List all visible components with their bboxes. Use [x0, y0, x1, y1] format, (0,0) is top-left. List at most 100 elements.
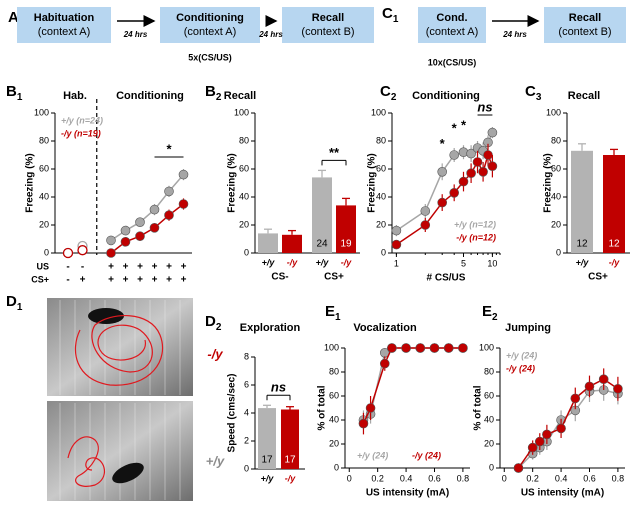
point	[613, 383, 623, 394]
point	[391, 239, 402, 250]
y-tick-label: 60	[39, 163, 49, 173]
panel-label: C2	[380, 83, 397, 103]
chart: Vocalization 0 20 40 60 80 100 % of total 0 0.2 0.…	[317, 322, 470, 499]
x-axis-label: US intensity (mA)	[366, 488, 449, 499]
protocol-context: (context B)	[301, 26, 354, 38]
y-tick-label: 0	[244, 463, 249, 473]
y-tick-label: 0	[381, 247, 386, 257]
legend-entry: +/y (n=12)	[454, 219, 496, 229]
point	[135, 231, 145, 241]
protocol-step: Recall	[569, 12, 601, 24]
chart-title: Recall	[224, 90, 256, 102]
x-row-mark: +	[152, 262, 158, 273]
point	[149, 223, 160, 233]
point	[379, 358, 390, 369]
significance-label: *	[166, 141, 172, 156]
x-tick-label: -/y	[341, 257, 352, 267]
point	[443, 343, 454, 353]
point	[534, 436, 545, 447]
panel-label: B2	[205, 83, 222, 103]
x-row-mark: +	[108, 275, 114, 286]
chart-title: Conditioning	[412, 90, 480, 102]
n-label: 12	[608, 239, 620, 250]
y-tick-label: 100	[34, 107, 49, 117]
panel-letter: B	[205, 83, 216, 100]
panel-letter: E	[482, 303, 492, 320]
y-tick-label: 0	[244, 247, 249, 257]
x-tick-label: -/y	[609, 257, 620, 267]
y-tick-label: 0	[489, 462, 494, 472]
bar	[258, 408, 276, 469]
y-tick-label: 100	[479, 342, 494, 352]
n-label: 17	[261, 455, 273, 466]
interval-label: 24 hrs	[502, 30, 527, 39]
chart: Recall 0 20 40 60 80 100 Freezing (%) +/y -/y 12 12…	[543, 90, 630, 283]
point	[415, 343, 426, 353]
x-axis-label: US intensity (mA)	[521, 488, 604, 499]
n-label: 17	[284, 455, 296, 466]
x-row-mark: +	[123, 275, 129, 286]
x-tick-label: -/y	[287, 257, 298, 267]
legend-entry: +/y (24)	[357, 450, 388, 460]
panel-subscript: 3	[536, 92, 542, 103]
series-line	[362, 347, 463, 424]
y-tick-label: 20	[329, 438, 339, 448]
panel-letter: C	[380, 83, 391, 100]
bar	[603, 155, 625, 253]
x-row-mark: +	[166, 275, 172, 286]
x-row-mark: +	[137, 262, 143, 273]
point	[466, 148, 476, 159]
point	[62, 247, 74, 259]
y-tick-label: 100	[546, 107, 561, 117]
panel-subscript: 1	[17, 92, 23, 103]
x-row-mark: +	[152, 275, 158, 286]
y-axis-label: Freezing (%)	[543, 153, 554, 212]
x-tick-label: +/y	[576, 257, 590, 267]
bar	[258, 233, 278, 253]
x-tick-label: +/y	[262, 257, 276, 267]
point	[584, 381, 595, 392]
y-tick-label: 80	[484, 366, 494, 376]
panel-letter: D	[6, 293, 17, 310]
x-row-mark: +	[80, 275, 86, 286]
legend-entry: +/y (24)	[506, 350, 537, 360]
protocol-box	[160, 7, 260, 43]
protocol-context: (context B)	[558, 26, 611, 38]
n-label: 12	[576, 239, 588, 250]
x-row-mark: -	[66, 275, 69, 286]
y-axis-label: Speed (cms/sec)	[227, 374, 238, 453]
point	[556, 423, 566, 434]
y-tick-label: 80	[551, 135, 561, 145]
point	[387, 343, 397, 353]
legend-entry: -/y (24)	[412, 450, 441, 460]
genotype-label: -/y	[207, 346, 223, 361]
x-tick-label: 0.6	[583, 473, 596, 483]
panel-label: D2	[205, 313, 222, 333]
y-axis-label: Freezing (%)	[25, 153, 36, 212]
x-tick-label: 0.2	[526, 473, 539, 483]
point	[527, 442, 538, 453]
genotype-label: +/y	[206, 453, 225, 468]
chart: Recall 0 20 40 60 80 100 Freezing (%) +/y -/y +/y -…	[224, 90, 360, 283]
y-tick-label: 0	[334, 462, 339, 472]
protocol-box	[418, 7, 486, 43]
chart: Conditioning 0 20 40 60 80 100 Freezing (%) 1 5 10…	[367, 90, 501, 284]
y-tick-label: 0	[44, 247, 49, 257]
x-tick-label: 0.4	[400, 473, 413, 483]
y-tick-label: 80	[329, 366, 339, 376]
bar	[281, 409, 299, 469]
y-tick-label: 2	[244, 435, 249, 445]
y-tick-label: 40	[329, 414, 339, 424]
point	[106, 235, 116, 246]
y-axis-label: % of total	[317, 385, 328, 430]
chart-title: Hab.	[63, 90, 87, 102]
x-tick-label: 1	[394, 258, 399, 268]
x-row-mark: -	[66, 262, 69, 273]
x-tick-label: 0.2	[371, 473, 384, 483]
bar	[282, 234, 302, 253]
point	[513, 463, 524, 473]
x-row-label: CS+	[31, 274, 49, 284]
protocol-note: 10x(CS/US)	[428, 57, 477, 67]
y-tick-label: 100	[234, 107, 249, 117]
